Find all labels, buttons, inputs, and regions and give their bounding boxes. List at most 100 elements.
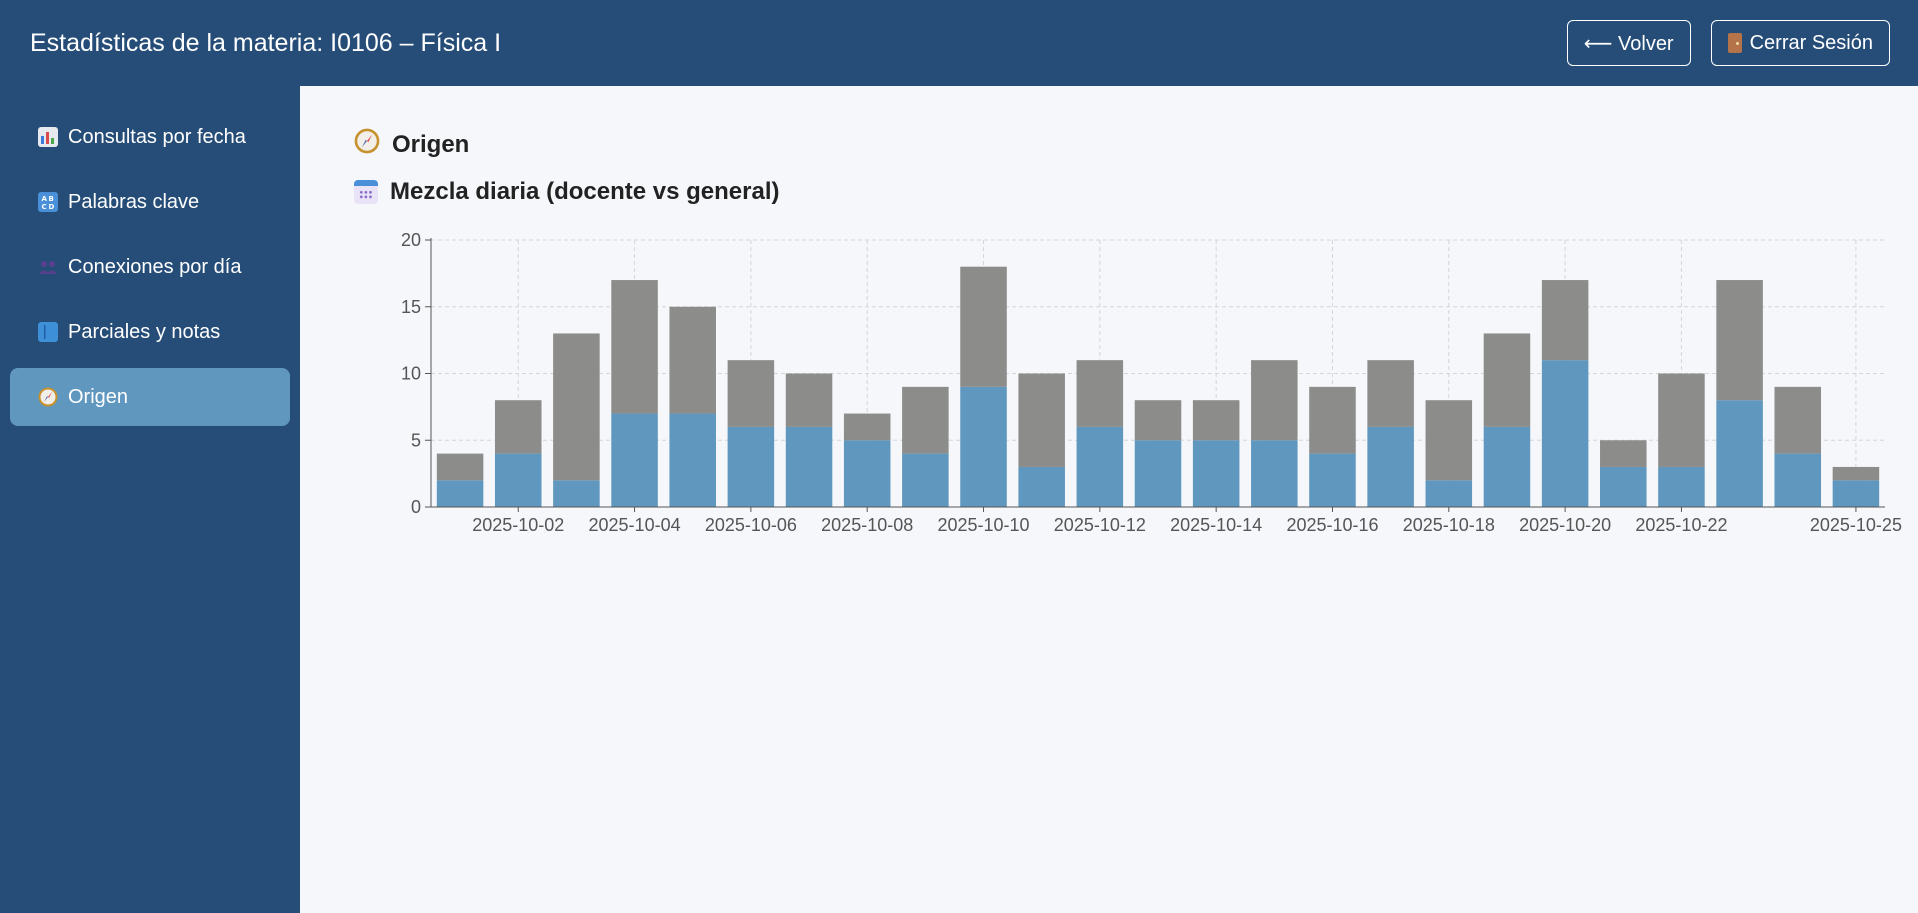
bar-segment [1367,426,1414,507]
svg-text:C: C [42,203,47,210]
bar-segment [1716,400,1763,507]
bar-segment [1600,466,1647,507]
calendar-icon [354,180,378,204]
bar-segment [1716,280,1763,401]
logout-button-label: Cerrar Sesión [1749,31,1873,54]
bar-segment [1600,440,1647,467]
bar-segment [1367,360,1414,427]
bar-segment [1832,466,1880,481]
x-tick-label: 2025-10-16 [1286,515,1378,535]
bar-segment [669,413,716,507]
bar-segment [611,280,658,414]
bar-segment [1774,386,1822,454]
bar-segment [1832,480,1880,507]
svg-text:D: D [49,203,55,210]
sidebar-item-parciales[interactable]: Parciales y notas [10,303,290,361]
bar-segment [1483,426,1531,507]
bar-segment [669,306,716,414]
bar-segment [1425,400,1473,481]
bar-segment [1658,373,1705,467]
bar-segment [1134,400,1182,441]
bar-segment [436,453,484,481]
door-icon [1727,33,1742,53]
bar-segment [902,386,949,454]
main-content: Origen Mezcla diaria (docente vs general… [300,86,1918,913]
bar-segment [843,413,891,441]
back-button[interactable]: ⟵ Volver [1566,20,1691,66]
sidebar-item-consultas[interactable]: Consultas por fecha [10,108,290,166]
bar-segment [1018,466,1065,507]
bar-segment [902,453,949,507]
bar-segment [1251,360,1298,441]
bar-segment [1251,440,1298,507]
bar-segment [1134,440,1182,507]
sidebar-item-label: Conexiones por día [68,255,242,278]
bar-segment [843,440,891,507]
page-title: Estadísticas de la materia: I0106 – Físi… [30,28,502,57]
section-header: Origen [354,128,469,161]
stacked-bar-chart: 2025-10-02 2025-10-04 2025-10-06 2025-10-08… [401,230,1902,535]
chart-header: Mezcla diaria (docente vs general) [354,178,779,206]
bar-segment [494,453,542,507]
section-title: Origen [392,130,470,158]
bar-segment [1309,453,1356,507]
svg-text:B: B [49,195,54,203]
y-tick-label: 5 [411,430,421,450]
bar-segment [611,413,658,507]
bar-segment [960,266,1007,387]
bar-segment [1018,373,1065,467]
logout-button[interactable]: Cerrar Sesión [1710,20,1890,66]
y-tick-label: 0 [411,497,421,517]
x-tick-label: 2025-10-08 [821,515,913,535]
bar-segment [1076,426,1124,507]
bar-segment [960,386,1007,507]
y-tick-label: 15 [401,297,421,317]
bar-segment [1425,480,1473,507]
x-tick-label: 2025-10-20 [1519,515,1611,535]
y-tick-label: 10 [401,364,421,384]
bar-segment [1658,466,1705,507]
x-tick-label: 2025-10-06 [705,515,797,535]
x-tick-label: 2025-10-14 [1170,515,1262,535]
y-tick-label: 20 [401,230,421,250]
bar-segment [1192,400,1240,441]
people-icon [38,257,58,277]
sidebar-item-label: Consultas por fecha [68,125,246,148]
bar-segment [727,426,775,507]
chart-title: Mezcla diaria (docente vs general) [390,178,780,205]
bar-chart-icon [38,127,58,147]
svg-text:A: A [42,195,48,203]
sidebar-item-label: Palabras clave [68,190,200,213]
sidebar-item-origen[interactable]: Origen [10,368,290,426]
x-tick-label: 2025-10-10 [937,515,1029,535]
bar-segment [553,333,600,481]
bar-segment [1076,360,1124,427]
x-tick-label: 2025-10-25 [1810,515,1902,535]
sidebar-item-label: Parciales y notas [68,320,221,343]
bar-segment [436,480,484,507]
x-tick-label: 2025-10-22 [1635,515,1727,535]
bar-segment [494,400,542,454]
bar-segment [1309,386,1356,454]
bar-segment [1192,440,1240,507]
x-tick-label: 2025-10-04 [589,515,681,535]
bar-segment [727,360,775,427]
bar-segment [785,426,833,507]
header-actions: ⟵ Volver Cerrar Sesión [1566,20,1890,66]
top-bar: Estadísticas de la materia: I0106 – Físi… [0,0,1918,86]
bar-segment [1774,453,1822,507]
bar-segment [785,373,833,427]
x-tick-label: 2025-10-18 [1403,515,1495,535]
bar-segment [553,480,600,507]
x-tick-label: 2025-10-02 [472,515,564,535]
compass-icon [38,387,58,407]
sidebar-item-label: Origen [68,385,129,408]
bar-segment [1483,333,1531,427]
book-icon [38,322,58,342]
sidebar-item-conexiones[interactable]: Conexiones por día [10,238,290,296]
x-tick-label: 2025-10-12 [1054,515,1146,535]
bar-segment [1541,360,1589,507]
